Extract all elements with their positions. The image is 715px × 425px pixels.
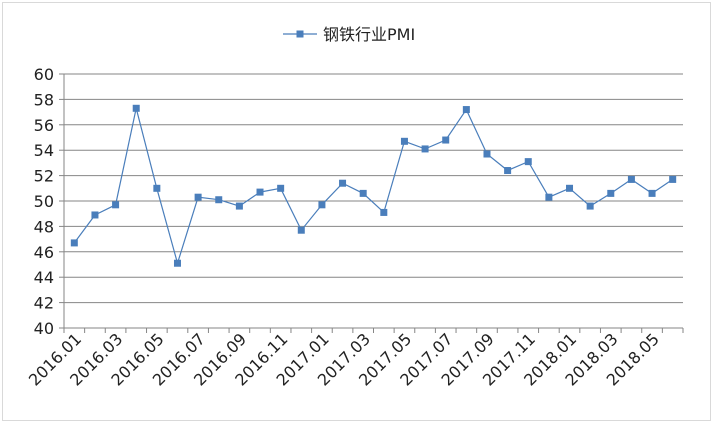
data-point — [91, 211, 99, 219]
y-tick-label: 40 — [34, 319, 54, 338]
data-point — [607, 189, 615, 197]
y-tick-label: 50 — [34, 192, 54, 211]
data-point — [153, 184, 161, 192]
y-tick-label: 54 — [34, 141, 54, 160]
gridlines — [64, 73, 683, 304]
x-axis-tick-labels: 2016.012016.032016.052016.072016.092016.… — [25, 329, 663, 389]
y-axis-tick-labels: 40 42 44 46 48 50 52 54 56 58 60 — [34, 65, 54, 338]
series-group — [70, 104, 677, 267]
series-line — [73, 108, 674, 266]
data-point — [586, 202, 594, 210]
data-point — [112, 201, 120, 209]
data-point — [235, 202, 243, 210]
axes — [59, 73, 684, 333]
data-point — [173, 259, 181, 267]
data-point — [277, 184, 285, 192]
y-tick-label: 48 — [34, 217, 54, 236]
legend-label: 钢铁行业PMI — [323, 25, 415, 44]
data-point — [566, 184, 574, 192]
y-tick-label: 60 — [34, 65, 54, 84]
data-point — [421, 145, 429, 153]
y-tick-label: 58 — [34, 90, 54, 109]
data-point — [380, 208, 388, 216]
data-point — [70, 239, 78, 247]
data-point — [669, 175, 677, 183]
data-point — [462, 106, 470, 114]
data-point — [627, 175, 635, 183]
data-point — [318, 201, 326, 209]
legend: 钢铁行业PMI — [283, 25, 415, 44]
data-point — [297, 226, 305, 234]
data-point — [256, 188, 264, 196]
data-point — [648, 189, 656, 197]
data-point — [400, 137, 408, 145]
y-tick-label: 46 — [34, 243, 54, 262]
data-point — [545, 193, 553, 201]
data-point — [524, 158, 532, 166]
data-point — [194, 193, 202, 201]
chart-frame — [2, 2, 711, 421]
legend-marker — [296, 30, 304, 38]
y-tick-label: 52 — [34, 167, 54, 186]
y-tick-label: 56 — [34, 116, 54, 135]
data-point — [132, 104, 140, 112]
data-point — [339, 179, 347, 187]
data-point — [215, 196, 223, 204]
y-tick-label: 42 — [34, 294, 54, 313]
data-point — [483, 150, 491, 158]
y-tick-label: 44 — [34, 268, 54, 287]
data-point — [359, 189, 367, 197]
data-point — [442, 136, 450, 144]
data-point — [504, 167, 512, 175]
